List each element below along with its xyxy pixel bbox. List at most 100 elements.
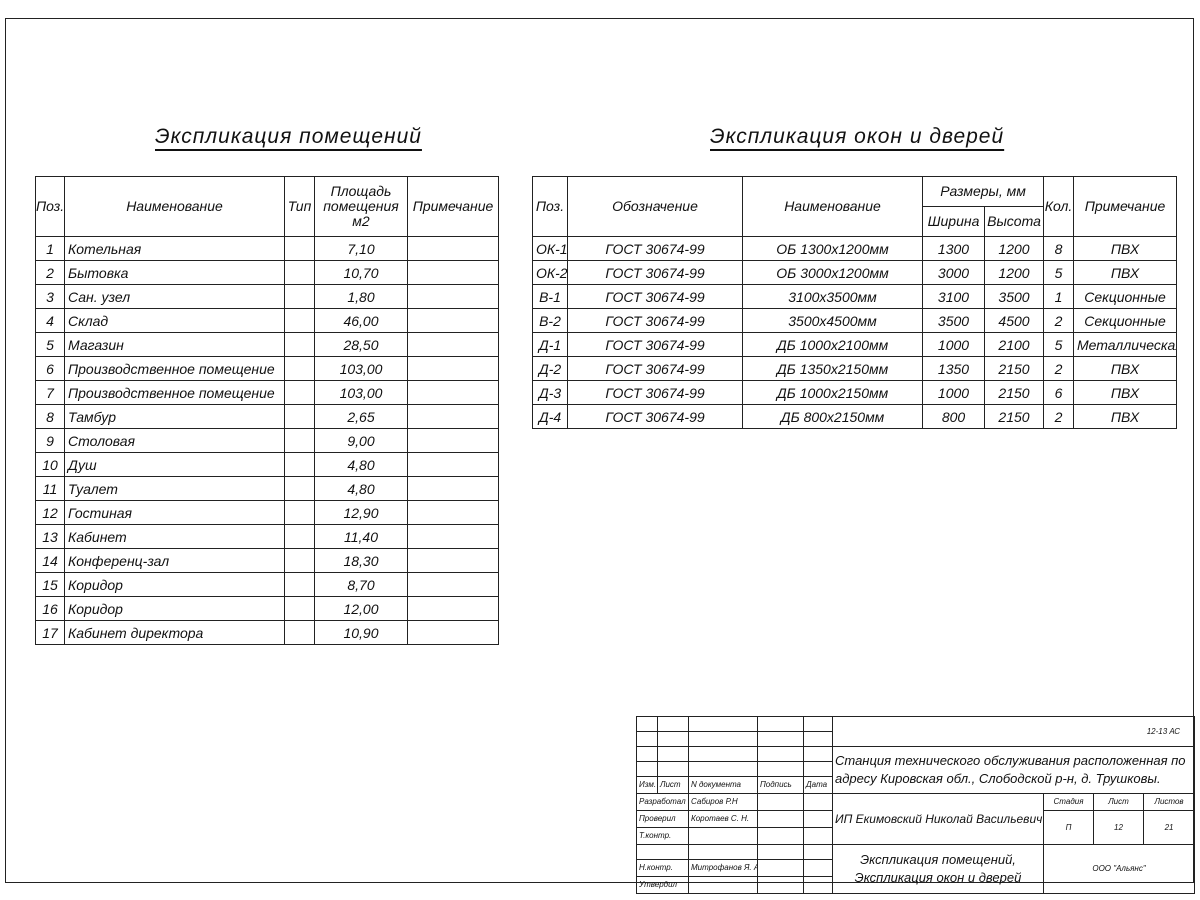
table-cell: 9 bbox=[35, 428, 65, 453]
table-cell bbox=[284, 404, 315, 429]
table-row: 3 Сан. узел 1,80 bbox=[35, 284, 499, 309]
table-cell: Душ bbox=[64, 452, 285, 477]
label-sheet: Лист bbox=[657, 776, 689, 794]
table-cell: 18,30 bbox=[314, 548, 408, 573]
drawing-code: 12-13 АС bbox=[831, 716, 1196, 747]
table-cell: 15 bbox=[35, 572, 65, 597]
table-row: 10 Душ 4,80 bbox=[35, 452, 499, 477]
signer-role: Н.контр. bbox=[636, 859, 689, 877]
table-cell: 1,80 bbox=[314, 284, 408, 309]
table-cell: 8 bbox=[35, 404, 65, 429]
table-cell bbox=[284, 260, 315, 285]
table-cell: Магазин bbox=[64, 332, 285, 357]
signer-role: Т.контр. bbox=[636, 827, 689, 845]
table-cell: 16 bbox=[35, 596, 65, 621]
table-cell: 7,10 bbox=[314, 236, 408, 261]
table-cell bbox=[284, 332, 315, 357]
table-cell: ГОСТ 30674-99 bbox=[567, 332, 743, 357]
table-cell: 1200 bbox=[984, 260, 1044, 285]
table-cell: 2150 bbox=[984, 404, 1044, 429]
table-cell: Столовая bbox=[64, 428, 285, 453]
table-cell: ПВХ bbox=[1073, 404, 1177, 429]
signer-role: Утвердил bbox=[636, 876, 689, 894]
table-row: В-1 ГОСТ 30674-99 3100х3500мм 3100 3500 1 Секц… bbox=[532, 284, 1177, 309]
table-cell: 1 bbox=[1043, 284, 1074, 309]
sheet-title: Экспликация помещений, Экспликация окон … bbox=[832, 844, 1044, 894]
table-cell: 10,70 bbox=[314, 260, 408, 285]
table-cell: Д-3 bbox=[532, 380, 568, 405]
table-cell bbox=[407, 380, 499, 405]
table-cell bbox=[284, 308, 315, 333]
table-cell: 8 bbox=[1043, 236, 1074, 261]
table-cell: ГОСТ 30674-99 bbox=[567, 380, 743, 405]
table-cell: Производственное помещение bbox=[64, 356, 285, 381]
table-cell bbox=[407, 308, 499, 333]
table-cell: 1 bbox=[35, 236, 65, 261]
header-note: Примечание bbox=[407, 176, 499, 237]
table-cell bbox=[407, 500, 499, 525]
table-cell: Коридор bbox=[64, 572, 285, 597]
table-cell: 10,90 bbox=[314, 620, 408, 645]
table-cell: 1350 bbox=[922, 356, 985, 381]
table-cell: ГОСТ 30674-99 bbox=[567, 308, 743, 333]
table-cell: Бытовка bbox=[64, 260, 285, 285]
header-pos: Поз. bbox=[532, 176, 568, 237]
table-row: 2 Бытовка 10,70 bbox=[35, 260, 499, 285]
table-cell: 17 bbox=[35, 620, 65, 645]
table-row: Д-1 ГОСТ 30674-99 ДБ 1000х2100мм 1000 2100 5 М… bbox=[532, 332, 1177, 357]
table-cell: 13 bbox=[35, 524, 65, 549]
table-cell bbox=[407, 356, 499, 381]
sheets-label: Листов bbox=[1142, 793, 1196, 811]
table-cell: Тамбур bbox=[64, 404, 285, 429]
table-cell bbox=[407, 260, 499, 285]
table-cell: 1000 bbox=[922, 380, 985, 405]
rooms-table: Поз. Наименование Тип Площадь помещения … bbox=[35, 176, 499, 645]
table-cell: 3100 bbox=[922, 284, 985, 309]
table-cell: 3 bbox=[35, 284, 65, 309]
table-cell: 46,00 bbox=[314, 308, 408, 333]
table-cell bbox=[407, 332, 499, 357]
table-cell: 1200 bbox=[984, 236, 1044, 261]
openings-title: Экспликация окон и дверей bbox=[710, 125, 1005, 148]
table-cell bbox=[284, 380, 315, 405]
table-cell: Производственное помещение bbox=[64, 380, 285, 405]
signer-role: Разработал bbox=[636, 793, 689, 811]
table-row: 16 Коридор 12,00 bbox=[35, 596, 499, 621]
stage-label: Стадия bbox=[1043, 793, 1094, 811]
table-row: Д-4 ГОСТ 30674-99 ДБ 800х2150мм 800 2150 2 ПВХ bbox=[532, 404, 1177, 429]
header-designation: Обозначение bbox=[567, 176, 743, 237]
table-cell: Д-2 bbox=[532, 356, 568, 381]
table-cell: 28,50 bbox=[314, 332, 408, 357]
table-cell: ГОСТ 30674-99 bbox=[567, 404, 743, 429]
table-cell: Кабинет bbox=[64, 524, 285, 549]
table-row: 5 Магазин 28,50 bbox=[35, 332, 499, 357]
table-cell: 12,90 bbox=[314, 500, 408, 525]
table-cell: 2 bbox=[1043, 356, 1074, 381]
table-cell: ОК-2 bbox=[532, 260, 568, 285]
signer-role: Проверил bbox=[636, 810, 689, 828]
table-cell bbox=[284, 596, 315, 621]
table-cell: 5 bbox=[35, 332, 65, 357]
table-cell: 7 bbox=[35, 380, 65, 405]
sheet-value: 12 bbox=[1093, 810, 1144, 845]
header-area: Площадь помещения м2 bbox=[314, 176, 408, 237]
table-cell: 11,40 bbox=[314, 524, 408, 549]
header-note: Примечание bbox=[1073, 176, 1177, 237]
table-cell: 2 bbox=[1043, 308, 1074, 333]
table-cell: 10 bbox=[35, 452, 65, 477]
table-cell: Д-1 bbox=[532, 332, 568, 357]
table-row: 17 Кабинет директора 10,90 bbox=[35, 620, 499, 645]
table-cell: ДБ 800х2150мм bbox=[742, 404, 923, 429]
table-cell: 14 bbox=[35, 548, 65, 573]
title-block: 12-13 АС Станция технического обслуживан… bbox=[636, 716, 1196, 894]
table-cell: ПВХ bbox=[1073, 380, 1177, 405]
client-name: ИП Екимовский Николай Васильевич bbox=[832, 793, 1044, 845]
table-cell: Конференц-зал bbox=[64, 548, 285, 573]
table-row: 14 Конференц-зал 18,30 bbox=[35, 548, 499, 573]
label-change: Изм. bbox=[636, 776, 658, 794]
table-cell: 9,00 bbox=[314, 428, 408, 453]
table-cell: ГОСТ 30674-99 bbox=[567, 236, 743, 261]
project-name: Станция технического обслуживания распол… bbox=[831, 746, 1196, 794]
label-doc: N документа bbox=[688, 776, 758, 794]
header-name: Наименование bbox=[64, 176, 285, 237]
